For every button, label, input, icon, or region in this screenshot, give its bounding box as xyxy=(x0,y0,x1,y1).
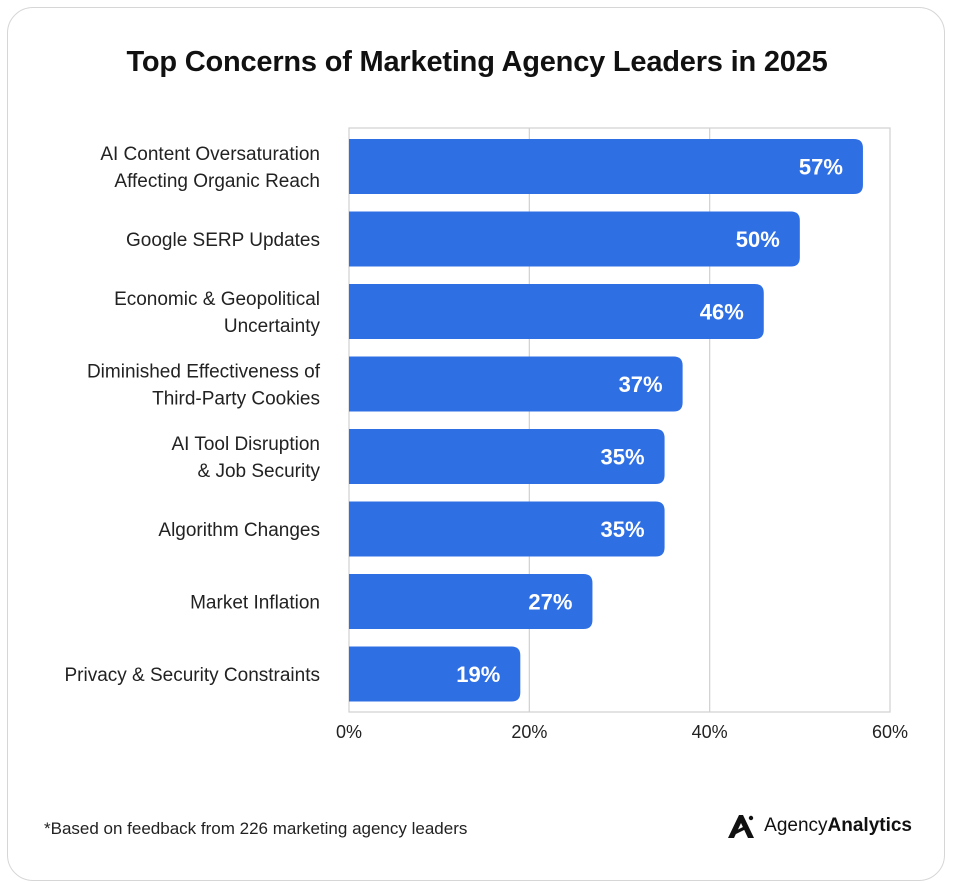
agencyanalytics-logo: AgencyAnalytics xyxy=(726,812,912,840)
x-tick-label: 0% xyxy=(336,722,362,742)
bar xyxy=(349,139,863,194)
logo-text-light: Agency xyxy=(764,815,828,836)
agencyanalytics-logo-icon xyxy=(728,815,755,838)
footnote: *Based on feedback from 226 marketing ag… xyxy=(44,819,468,838)
bar-value-label: 27% xyxy=(528,590,572,615)
bar xyxy=(349,429,665,484)
category-label: Uncertainty xyxy=(224,316,321,337)
bar xyxy=(349,501,665,557)
x-tick-label: 40% xyxy=(692,722,728,742)
category-label: Google SERP Updates xyxy=(126,230,320,251)
x-tick-label: 60% xyxy=(872,722,908,742)
category-label: Market Inflation xyxy=(190,593,320,614)
bar-value-label: 50% xyxy=(736,227,780,252)
category-label: Affecting Organic Reach xyxy=(114,171,320,192)
bar xyxy=(349,284,764,339)
chart-title: Top Concerns of Marketing Agency Leaders… xyxy=(126,46,828,78)
category-label: AI Content Oversaturation xyxy=(100,144,320,165)
bar-value-label: 37% xyxy=(619,372,663,397)
bar-value-label: 35% xyxy=(601,517,645,542)
category-label: Economic & Geopolitical xyxy=(114,289,320,310)
plot-frame xyxy=(348,127,891,713)
bar-value-label: 57% xyxy=(799,155,843,180)
bar xyxy=(349,646,521,702)
category-label: Diminished Effectiveness of xyxy=(87,362,321,383)
logo-text-bold: Analytics xyxy=(827,815,912,836)
bar xyxy=(349,574,593,629)
category-label: Privacy & Security Constraints xyxy=(64,665,320,686)
bar xyxy=(349,211,800,267)
bar-value-label: 19% xyxy=(456,662,500,687)
bar-value-label: 46% xyxy=(700,300,744,325)
category-label: Third-Party Cookies xyxy=(152,389,320,410)
bar xyxy=(349,356,683,412)
category-label: Algorithm Changes xyxy=(158,520,320,541)
bar-value-label: 35% xyxy=(601,445,645,470)
category-label: & Job Security xyxy=(198,461,321,482)
x-tick-label: 20% xyxy=(511,722,547,742)
category-label: AI Tool Disruption xyxy=(171,434,320,455)
